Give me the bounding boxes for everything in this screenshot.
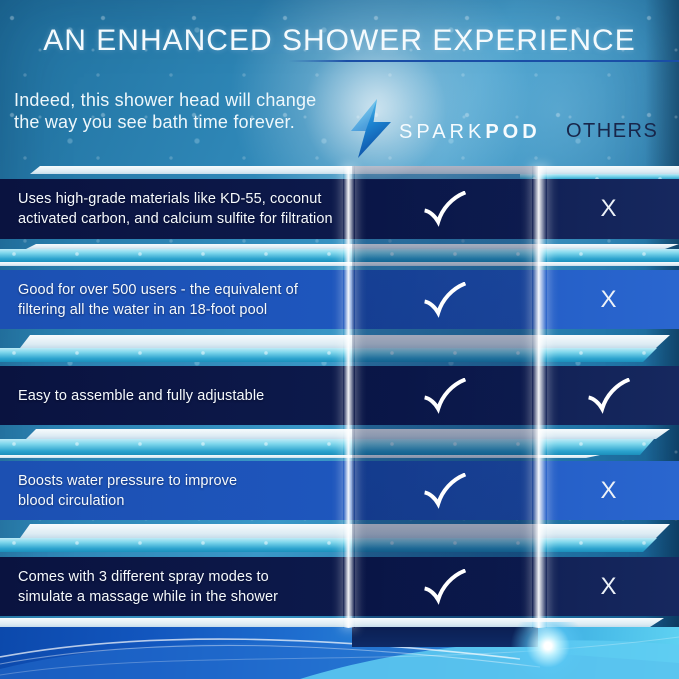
sparkpod-mark-row5 <box>352 557 538 616</box>
comparison-row-1: Uses high-grade materials like KD-55, co… <box>0 179 679 239</box>
sparkpod-mark-row4 <box>352 461 538 520</box>
check-icon <box>424 191 467 227</box>
others-column-header: OTHERS <box>566 120 659 142</box>
page-title: AN ENHANCED SHOWER EXPERIENCE <box>43 24 636 57</box>
divider-stripe <box>0 538 657 552</box>
divider-stripe <box>20 524 670 538</box>
subtitle: Indeed, this shower head will change the… <box>14 90 316 133</box>
divider-stripe <box>20 335 670 348</box>
divider-stripe <box>0 439 654 455</box>
x-icon: X <box>600 285 617 313</box>
feature-line: Good for over 500 users - the equivalent… <box>18 281 298 298</box>
divider-stripe <box>26 429 670 439</box>
others-mark-row5: X <box>538 557 679 616</box>
x-icon: X <box>600 476 617 504</box>
feature-line: Uses high-grade materials like KD-55, co… <box>18 191 322 207</box>
divider-stripe <box>520 174 679 181</box>
check-icon <box>424 472 467 509</box>
feature-text: Comes with 3 different spray modes to si… <box>18 557 344 616</box>
feature-line: activated carbon, and calcium sulfite fo… <box>18 211 333 227</box>
divider-stripe <box>0 455 600 458</box>
comparison-row-5: Comes with 3 different spray modes to si… <box>0 557 679 616</box>
divider-stripe <box>0 249 679 262</box>
feature-line: Easy to assemble and fully adjustable <box>18 387 265 404</box>
subtitle-line-1: Indeed, this shower head will change <box>14 90 317 110</box>
feature-text: Boosts water pressure to improve blood c… <box>18 461 344 520</box>
divider-stripe <box>0 262 679 266</box>
feature-line: filtering all the water in an 18-foot po… <box>18 301 268 318</box>
feature-text: Uses high-grade materials like KD-55, co… <box>18 179 344 239</box>
sparkpod-mark-row2 <box>352 270 538 329</box>
feature-text: Good for over 500 users - the equivalent… <box>18 270 344 329</box>
bottom-wave-graphic <box>0 627 679 679</box>
comparison-row-4: Boosts water pressure to improve blood c… <box>0 461 679 520</box>
sparkpod-logo-text: SPARKPOD <box>399 121 541 144</box>
check-icon <box>587 377 630 414</box>
feature-line: Comes with 3 different spray modes to <box>18 568 269 585</box>
sparkpod-mark-row1 <box>352 179 538 239</box>
feature-text: Easy to assemble and fully adjustable <box>18 366 344 425</box>
comparison-row-2: Good for over 500 users - the equivalent… <box>0 270 679 329</box>
feature-line: simulate a massage while in the shower <box>18 588 279 605</box>
check-icon <box>424 377 467 414</box>
others-mark-row3 <box>538 366 679 425</box>
sparkpod-mark-row3 <box>352 366 538 425</box>
brand-spark: SPARK <box>399 121 486 143</box>
lightning-bolt-icon <box>351 99 391 158</box>
comparison-row-3: Easy to assemble and fully adjustable <box>0 366 679 425</box>
divider-stripe <box>0 618 664 627</box>
check-icon <box>424 568 467 605</box>
subtitle-line-2: the way you see bath time forever. <box>14 111 295 132</box>
others-mark-row2: X <box>538 270 679 329</box>
x-icon: X <box>600 195 617 222</box>
title-underline <box>288 60 679 62</box>
divider-stripe <box>30 166 679 174</box>
feature-line: blood circulation <box>18 492 125 509</box>
divider-stripe <box>0 348 657 362</box>
feature-line: Boosts water pressure to improve <box>18 472 238 489</box>
sparkpod-column-footer-block <box>352 627 538 647</box>
brand-pod: POD <box>485 121 541 143</box>
others-mark-row4: X <box>538 461 679 520</box>
x-icon: X <box>600 572 617 600</box>
others-mark-row1: X <box>538 179 679 239</box>
check-icon <box>424 281 467 318</box>
